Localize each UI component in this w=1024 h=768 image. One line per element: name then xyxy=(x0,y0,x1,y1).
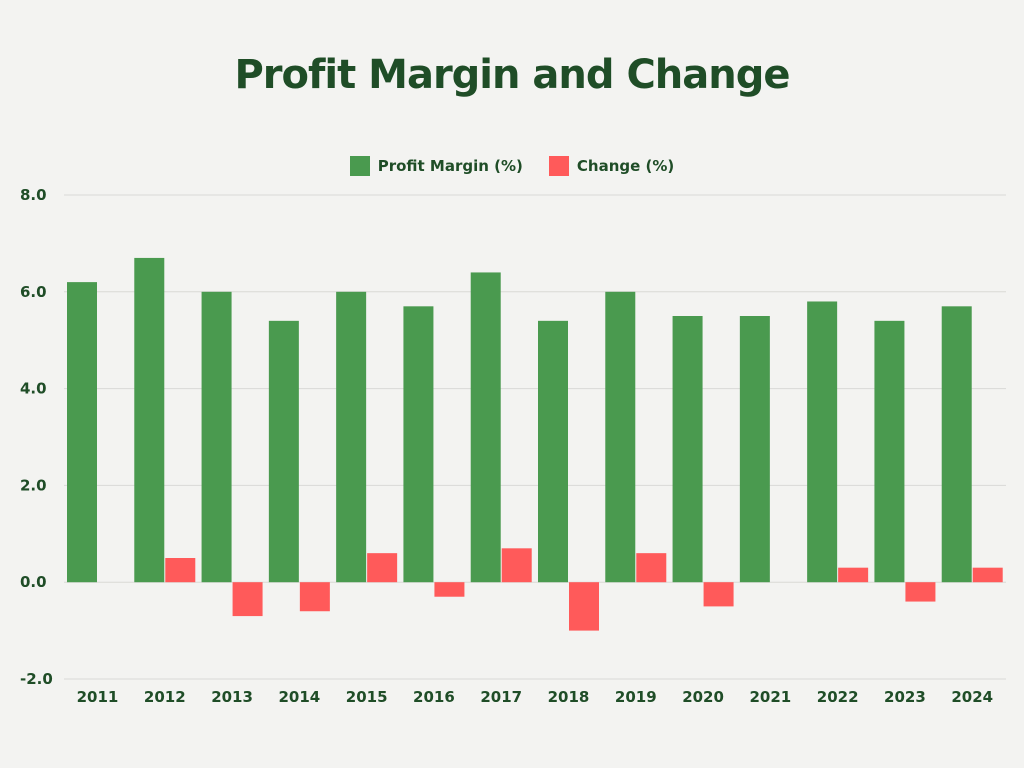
bar-profit-margin xyxy=(739,316,770,583)
x-tick-label: 2013 xyxy=(211,688,253,706)
bar-profit-margin xyxy=(605,291,636,583)
bar-profit-margin xyxy=(403,306,434,583)
bar-profit-margin xyxy=(268,320,299,583)
bar-profit-margin xyxy=(807,301,838,583)
x-tick-label: 2021 xyxy=(749,688,791,706)
bar-profit-margin xyxy=(67,282,97,583)
y-tick-label: 8.0 xyxy=(20,186,47,204)
legend-label-profit-margin: Profit Margin (%) xyxy=(377,157,523,175)
legend-label-change: Change (%) xyxy=(576,157,675,175)
legend-item-change: Change (%) xyxy=(548,156,675,176)
x-tick-label: 2022 xyxy=(817,688,859,706)
bar-profit-margin xyxy=(336,291,367,583)
x-tick-label: 2014 xyxy=(278,688,320,706)
y-tick-label: 0.0 xyxy=(20,573,47,591)
legend-swatch-profit-margin xyxy=(349,156,370,176)
bar-change xyxy=(703,582,734,607)
bar-change xyxy=(569,582,599,631)
x-tick-label: 2019 xyxy=(615,688,657,706)
bar-profit-margin xyxy=(201,291,232,583)
bar-change xyxy=(165,558,196,583)
x-tick-label: 2016 xyxy=(413,688,455,706)
x-tick-label: 2015 xyxy=(346,688,388,706)
bar-change xyxy=(299,582,330,612)
y-tick-label: -2.0 xyxy=(20,670,53,688)
y-tick-label: 2.0 xyxy=(20,476,47,494)
x-tick-label: 2018 xyxy=(548,688,590,706)
y-tick-label: 6.0 xyxy=(20,283,47,301)
bar-profit-margin xyxy=(134,257,165,583)
bar-change xyxy=(905,582,936,602)
x-tick-label: 2011 xyxy=(77,688,119,706)
bar-change xyxy=(232,582,263,617)
y-tick-label: 4.0 xyxy=(20,380,47,398)
x-tick-label: 2012 xyxy=(144,688,186,706)
bar-change xyxy=(838,567,869,583)
x-tick-label: 2020 xyxy=(682,688,724,706)
legend-swatch-change xyxy=(548,156,569,176)
bar-change xyxy=(367,553,398,583)
x-tick-label: 2017 xyxy=(480,688,522,706)
bar-profit-margin xyxy=(874,320,905,583)
bar-profit-margin xyxy=(941,306,972,583)
bar-change xyxy=(972,567,1003,583)
legend-item-profit-margin: Profit Margin (%) xyxy=(349,156,523,176)
legend: Profit Margin (%) Change (%) xyxy=(0,156,1024,176)
bar-change xyxy=(434,582,465,597)
bar-profit-margin xyxy=(470,272,501,583)
bar-change xyxy=(636,553,667,583)
bar-profit-margin xyxy=(538,320,568,583)
bar-profit-margin xyxy=(672,316,703,583)
x-tick-label: 2023 xyxy=(884,688,926,706)
x-tick-label: 2024 xyxy=(951,688,993,706)
bar-change xyxy=(501,548,532,583)
chart-title: Profit Margin and Change xyxy=(234,52,790,98)
